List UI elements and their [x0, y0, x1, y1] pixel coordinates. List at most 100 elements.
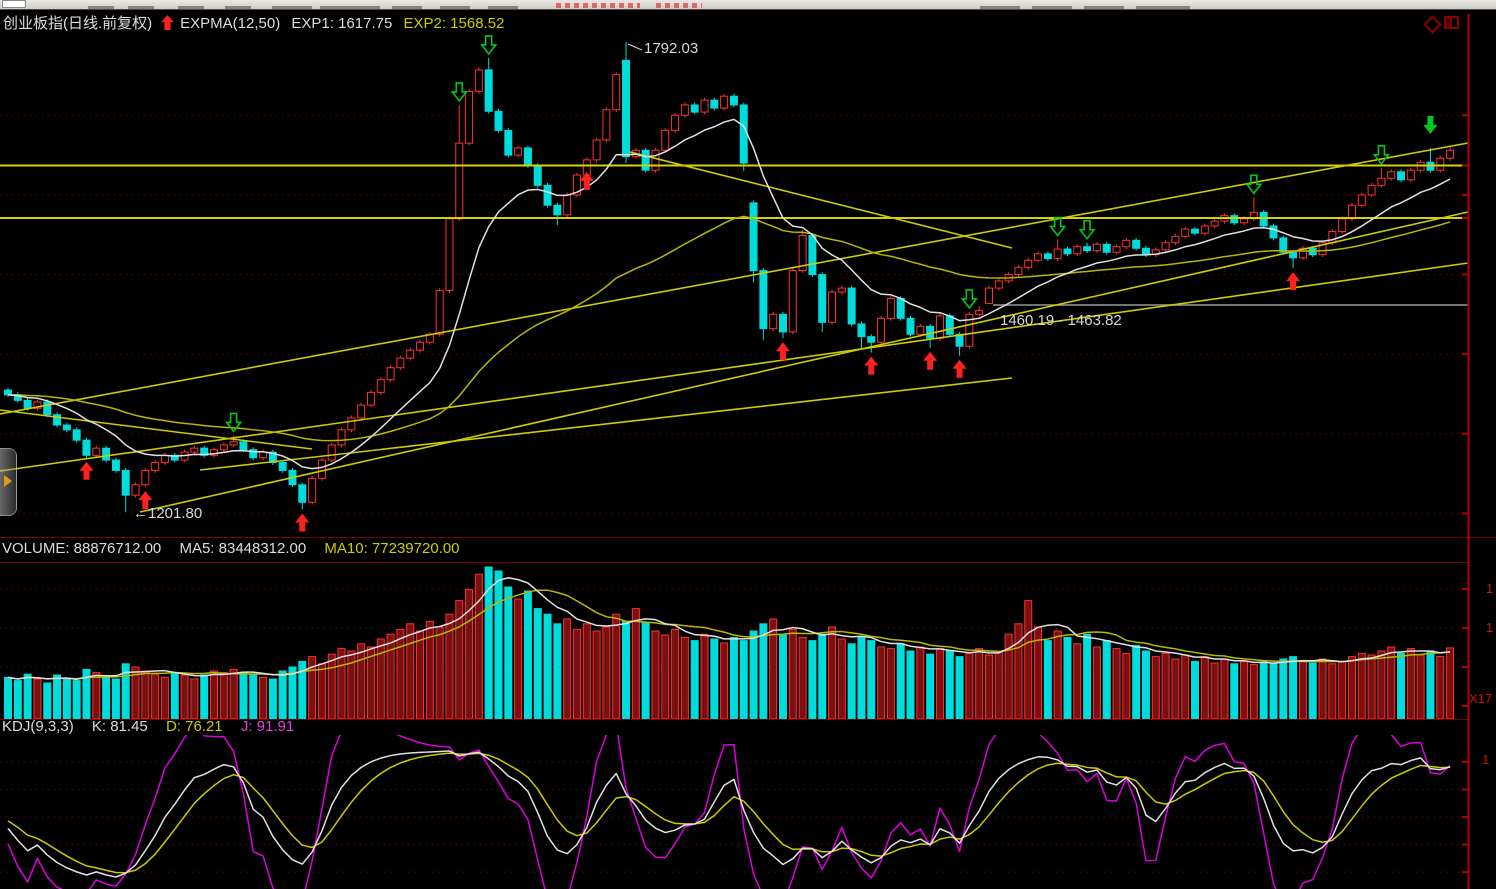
volume-bar	[749, 630, 758, 720]
candle	[1328, 231, 1337, 244]
candle	[847, 287, 856, 325]
volume-bar	[965, 652, 974, 720]
candle	[985, 287, 993, 304]
candle	[210, 449, 219, 456]
menu-item-clipped[interactable]	[320, 6, 380, 9]
candle	[1259, 211, 1268, 227]
candle	[1181, 228, 1190, 237]
candle	[357, 404, 366, 419]
candle	[886, 297, 895, 319]
main-chart-header: 创业板指(日线.前复权) EXPMA(12,50) EXP1: 1617.75 E…	[3, 12, 511, 33]
volume-bar	[906, 650, 915, 720]
candle	[543, 184, 552, 206]
candle	[1240, 218, 1249, 224]
menu-item-clipped[interactable]	[88, 6, 114, 9]
volume-bar	[1112, 648, 1121, 720]
volume-bar	[857, 636, 866, 720]
menu-item-clipped[interactable]	[225, 6, 251, 9]
volume-bar	[680, 636, 689, 720]
volume-bar	[1014, 623, 1023, 720]
volume-bar	[935, 648, 944, 720]
candle	[229, 441, 238, 446]
candle	[1367, 184, 1376, 196]
candle	[484, 69, 493, 112]
quote-value-clipped	[656, 3, 702, 8]
sell-arrow-icon	[1049, 216, 1067, 237]
volume-bar	[837, 638, 846, 720]
volume-bar	[1024, 600, 1033, 720]
menu-item-clipped[interactable]	[128, 6, 154, 9]
volume-bar	[945, 650, 954, 720]
sell-arrow-icon	[1372, 145, 1391, 166]
candle	[416, 341, 425, 351]
candle	[1436, 157, 1445, 171]
candle	[778, 313, 787, 333]
volume-bar	[1102, 640, 1111, 720]
volume-bar	[13, 680, 22, 720]
menu-item-clipped[interactable]	[1084, 6, 1124, 9]
candle	[651, 149, 660, 171]
candle	[33, 401, 42, 409]
sidebar-expand-tab[interactable]	[0, 448, 17, 516]
volume-bar	[1073, 643, 1082, 720]
candle	[366, 391, 375, 406]
volume-bar	[1092, 646, 1101, 720]
volume-bar	[239, 672, 248, 720]
volume-bar	[651, 630, 660, 720]
volume-bar	[1426, 650, 1435, 720]
volume-bar	[219, 672, 228, 720]
candle	[867, 336, 876, 343]
volume-bar	[53, 674, 62, 720]
kdj-lines	[7, 735, 1451, 889]
volume-bar	[622, 620, 631, 720]
volume-ma-lines	[7, 576, 1451, 681]
volume-bar	[23, 673, 32, 720]
candle	[523, 147, 532, 166]
volume-bar	[494, 570, 503, 720]
candle	[837, 287, 846, 293]
candle	[661, 129, 670, 151]
kdj-axis-label-clipped: 1	[1482, 752, 1490, 767]
sell-arrow-icon	[450, 82, 468, 103]
candle	[474, 69, 483, 92]
volume-bar	[180, 674, 189, 720]
candle	[671, 114, 680, 131]
menu-item-clipped[interactable]	[178, 6, 204, 9]
volume-bars	[4, 566, 1455, 720]
volume-bar	[33, 678, 42, 720]
menu-item-clipped[interactable]	[1136, 6, 1190, 9]
volume-bar	[1338, 660, 1347, 720]
candle	[769, 313, 778, 330]
menu-item-clipped[interactable]	[1032, 6, 1072, 9]
candle	[945, 315, 954, 335]
buy-arrow-icon	[579, 171, 594, 190]
candle	[788, 270, 797, 333]
menu-item-clipped[interactable]	[440, 6, 470, 9]
menu-item-clipped[interactable]	[488, 6, 518, 9]
app-icon[interactable]	[2, 0, 26, 8]
trough-price-annotation: ←1201.80	[133, 505, 203, 522]
split-window-icon[interactable]	[1444, 16, 1459, 29]
menubar-clipped[interactable]	[0, 0, 1496, 10]
menu-item-clipped[interactable]	[392, 6, 422, 9]
volume-bar	[1230, 663, 1239, 720]
menu-item-clipped[interactable]	[272, 6, 312, 9]
candle	[1269, 225, 1278, 239]
volume-bar	[200, 674, 209, 720]
candlesticks	[4, 42, 1455, 512]
candle	[700, 99, 709, 113]
volume-bar	[739, 640, 748, 720]
volume-bar	[1083, 633, 1092, 720]
candle	[1230, 215, 1239, 224]
candle	[219, 444, 228, 451]
volume-bar	[641, 622, 650, 720]
candle	[710, 99, 719, 109]
candle	[592, 139, 601, 161]
volume-bar	[896, 643, 905, 720]
volume-ma10-value: MA10: 77239720.00	[324, 540, 460, 557]
candle	[200, 447, 209, 456]
volume-bar	[386, 633, 395, 720]
volume-bar	[249, 674, 258, 720]
menu-item-clipped[interactable]	[980, 6, 1020, 9]
